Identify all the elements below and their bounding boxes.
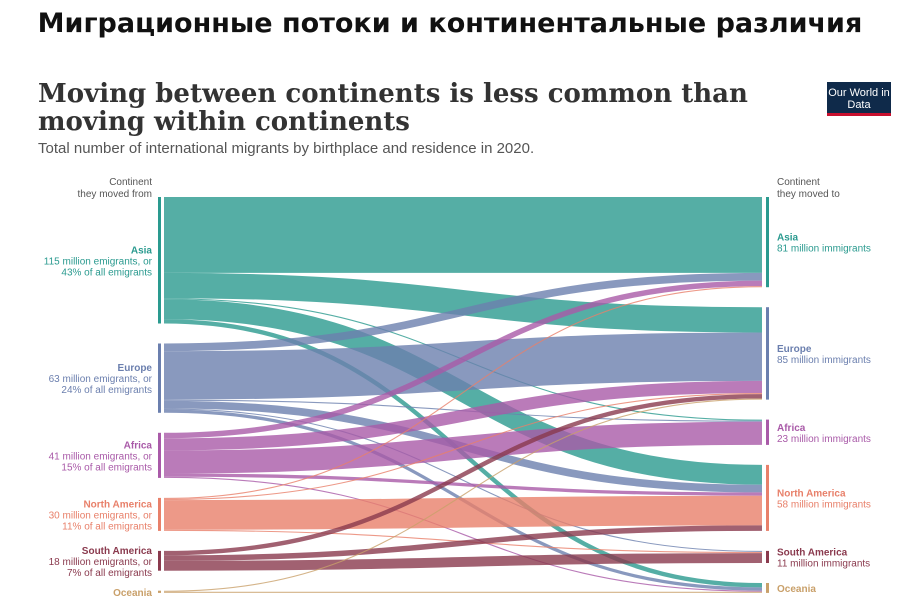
node-to-detail: 58 million immigrants	[777, 499, 871, 510]
owid-logo[interactable]: Our World in Data	[827, 82, 891, 116]
right-header: Continent	[777, 177, 820, 188]
chart-subtitle: Total number of international migrants b…	[38, 140, 535, 157]
node-from-south-america[interactable]	[158, 550, 161, 571]
node-from-oceania[interactable]	[158, 590, 161, 593]
node-to-label: North America	[777, 488, 846, 499]
flow-africa-to-oceania[interactable]	[163, 476, 763, 592]
flow-europe-to-south-america[interactable]	[163, 408, 763, 552]
left-header: Continent	[109, 177, 152, 188]
flow-south-america-to-south-america[interactable]	[163, 553, 763, 571]
node-from-detail: 63 million emigrants, or	[49, 374, 153, 385]
node-to-detail: 81 million immigrants	[777, 244, 871, 255]
node-from-asia[interactable]	[158, 197, 161, 324]
node-from-label: South America	[82, 546, 153, 557]
flow-north-america-to-asia[interactable]	[163, 286, 763, 499]
node-from-label: Oceania	[113, 588, 152, 599]
node-from-detail: 11% of all emigrants	[62, 521, 152, 532]
flow-europe-to-asia[interactable]	[163, 272, 763, 352]
flow-africa-to-north-america[interactable]	[163, 473, 763, 496]
node-to-africa[interactable]	[766, 419, 769, 445]
node-to-detail: 11 million immigrants	[777, 558, 870, 569]
node-from-detail: 15% of all emigrants	[61, 462, 152, 473]
node-to-label: Asia	[777, 233, 799, 244]
flow-africa-to-asia[interactable]	[163, 280, 763, 439]
node-from-label: Africa	[124, 440, 153, 451]
node-from-label: Europe	[118, 363, 153, 374]
node-from-africa[interactable]	[158, 432, 161, 478]
node-from-europe[interactable]	[158, 343, 161, 413]
node-to-asia[interactable]	[766, 197, 769, 288]
flow-north-america-to-europe[interactable]	[163, 393, 763, 501]
chart-title: Moving between continents is less common…	[38, 79, 748, 137]
node-to-detail: 85 million immigrants	[777, 355, 871, 366]
flow-asia-to-europe[interactable]	[163, 272, 763, 333]
node-from-label: Asia	[131, 245, 153, 256]
flow-north-america-to-north-america[interactable]	[163, 495, 763, 530]
flow-oceania-to-europe[interactable]	[163, 398, 763, 592]
node-from-detail: 43% of all emigrants	[61, 267, 152, 278]
node-from-detail: 7% of all emigrants	[67, 568, 152, 579]
left-header: they moved from	[78, 189, 152, 200]
node-to-south-america[interactable]	[766, 550, 769, 563]
node-from-detail: 18 million emigrants, or	[49, 557, 153, 568]
node-to-europe[interactable]	[766, 307, 769, 400]
flow-south-america-to-north-america[interactable]	[163, 525, 763, 561]
node-to-label: Africa	[777, 423, 806, 434]
node-from-detail: 30 million emigrants, or	[49, 510, 153, 521]
node-to-detail: 23 million immigrants	[777, 434, 871, 445]
flow-africa-to-europe[interactable]	[163, 380, 763, 451]
banner-title: Миграционные потоки и континентальные ра…	[37, 8, 863, 39]
flow-europe-to-europe[interactable]	[163, 332, 763, 400]
node-from-detail: 115 million emigrants, or	[44, 256, 153, 267]
flow-south-america-to-europe[interactable]	[163, 394, 763, 556]
right-header: they moved to	[777, 189, 840, 200]
node-from-north-america[interactable]	[158, 497, 161, 531]
node-to-oceania[interactable]	[766, 583, 769, 593]
node-to-label: Europe	[777, 344, 812, 355]
node-from-label: North America	[83, 499, 152, 510]
node-to-label: South America	[777, 547, 848, 558]
node-from-detail: 41 million emigrants, or	[49, 451, 153, 462]
node-to-label: Oceania	[777, 584, 816, 595]
node-to-north-america[interactable]	[766, 464, 769, 531]
flow-africa-to-africa[interactable]	[163, 421, 763, 474]
node-from-detail: 24% of all emigrants	[61, 385, 152, 396]
